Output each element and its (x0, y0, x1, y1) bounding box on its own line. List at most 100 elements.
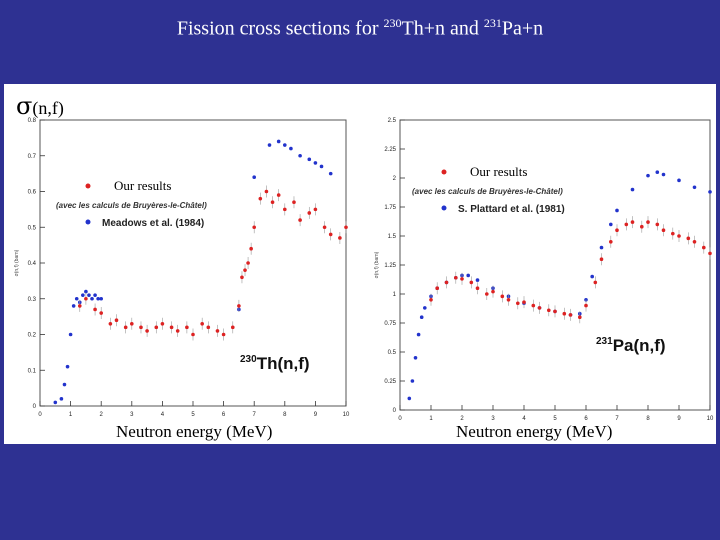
chart2-point (435, 286, 440, 290)
chart1-point (307, 211, 312, 215)
chart1-ytick-label: 0.3 (28, 297, 37, 303)
chart1-xtick-label: 10 (343, 412, 350, 418)
chart2-point (475, 286, 480, 290)
chart1-point (319, 164, 324, 169)
chart1-point (71, 304, 76, 308)
chart2-point (677, 234, 681, 238)
chart2-xtick-label: 6 (584, 416, 588, 422)
chart1-point (252, 225, 256, 230)
title-suffix: Pa+n (501, 17, 544, 40)
chart1-xtick-label: 6 (222, 412, 226, 418)
chart1-point (215, 329, 220, 333)
chart1-ytick-label: 0.5 (28, 225, 37, 231)
chart2-point (630, 187, 635, 192)
chart2-point (671, 231, 675, 236)
chart1-ytick-label: 0.8 (28, 118, 37, 124)
chart1-point (344, 225, 348, 230)
chart2-point (460, 277, 464, 281)
chart2-xtick-label: 10 (707, 416, 714, 422)
chart2-ytick-label: 0.5 (388, 350, 397, 356)
chart2-point (609, 240, 613, 244)
chart1-point (84, 289, 88, 294)
chart2-point (537, 306, 542, 310)
chart1-point (84, 296, 88, 301)
chart2-legend-ours: Our results (470, 164, 527, 179)
chart1-point (99, 296, 103, 301)
chart2-point (491, 289, 495, 294)
chart2-ytick-label: 0.25 (384, 379, 396, 385)
chart1-ytick-label: 0.1 (28, 368, 37, 374)
chart2-point (692, 240, 697, 244)
chart2-point (506, 298, 511, 302)
sigma-symbol: σ (16, 92, 33, 120)
chart1-point (154, 325, 159, 330)
chart2-point (661, 172, 666, 177)
chart2-point (531, 303, 536, 308)
chart2-point (615, 228, 619, 232)
chart1-point (93, 307, 97, 312)
chart2-point (609, 222, 613, 227)
chart1-point (283, 143, 287, 147)
chart1-point (65, 364, 70, 369)
chart1-point (283, 207, 287, 212)
chart2-ylabel: σ(n,f) (barn) (374, 251, 380, 278)
chart1-reaction-label: 230Th(n,f) (240, 354, 310, 373)
chart2-point (615, 208, 619, 213)
chart2-ytick-label: 1 (393, 292, 397, 298)
chart1-xtick-label: 2 (100, 412, 104, 418)
chart1-point (237, 304, 241, 308)
chart2-ytick-label: 1.75 (384, 205, 396, 211)
chart1-point (206, 325, 211, 330)
chart2-point (599, 257, 604, 261)
chart2-point (661, 228, 666, 232)
chart1-point (185, 325, 189, 330)
chart2-point (640, 224, 644, 229)
chart1-point (175, 329, 180, 333)
chart1-point (200, 321, 204, 326)
chart1-xtick-label: 9 (314, 412, 318, 418)
chart2-point (624, 222, 629, 227)
chart1-plot-frame (39, 119, 347, 407)
chart2-point (646, 173, 650, 178)
chart1-point (145, 329, 149, 333)
chart1-ytick-label: 0.6 (28, 190, 37, 196)
xlabel-left: Neutron energy (MeV) (116, 422, 273, 441)
chart2-point (547, 308, 551, 313)
chart2-point (655, 222, 660, 227)
chart2-legend-marker-ours (441, 169, 447, 175)
chart1-point (328, 232, 333, 237)
chart1-point (96, 296, 100, 301)
chart1-point (169, 325, 174, 330)
chart1-point (160, 321, 165, 326)
chart2-ytick-label: 0 (393, 408, 397, 414)
chart2-xtick-label: 7 (615, 416, 619, 422)
chart1-point (276, 139, 281, 144)
chart2-legend-ref: S. Plattard et al. (1981) (458, 204, 565, 215)
slide-title: Fission cross sections for 230Th+n and 2… (0, 16, 720, 41)
chart2-point (578, 315, 582, 319)
chart2-point (413, 356, 418, 360)
chart1-point (74, 296, 79, 301)
chart1-point (114, 318, 119, 322)
chart1-ytick-label: 0.7 (28, 154, 37, 160)
chart2-point (416, 332, 421, 337)
chart2-ytick-label: 1.25 (384, 263, 396, 269)
chart1-point (123, 325, 128, 330)
chart1-point (53, 400, 58, 405)
chart2-point (646, 220, 650, 224)
chart2-point (562, 311, 567, 316)
chart1-point (276, 193, 281, 197)
chart1-legend-marker-ours (85, 183, 91, 189)
chart2-ytick-label: 2.5 (388, 118, 397, 124)
chart1-point (246, 261, 250, 265)
chart1-xtick-label: 8 (283, 412, 287, 418)
chart1-point (59, 397, 64, 401)
chart1-reaction-mass: 230 (240, 354, 257, 365)
chart2-ytick-label: 2.25 (384, 147, 396, 153)
chart1-point (240, 275, 244, 280)
chart2-point (630, 220, 635, 224)
chart2-ytick-label: 1.5 (388, 234, 397, 240)
chart1-point (93, 293, 97, 297)
chart2-point (599, 245, 604, 250)
title-sup-231: 231 (483, 16, 502, 30)
